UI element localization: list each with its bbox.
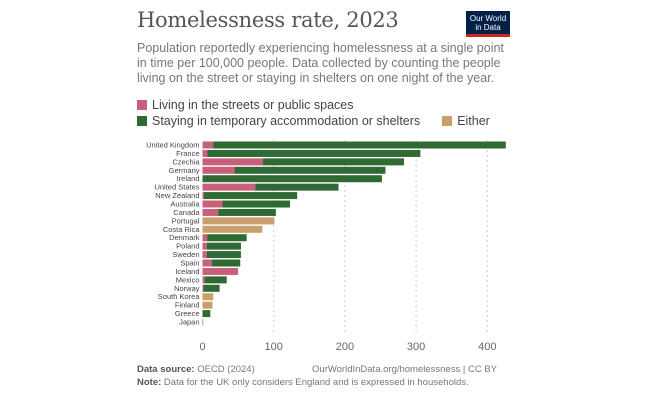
bar-segment — [202, 149, 208, 157]
bar-segment — [202, 310, 211, 318]
bar-segment — [207, 149, 421, 157]
bar-segment — [222, 200, 291, 208]
owid-logo[interactable]: Our World in Data — [466, 11, 510, 37]
bar-segment — [211, 259, 241, 267]
x-tick-label: 100 — [265, 341, 283, 353]
legend-item-streets[interactable]: Living in the streets or public spaces — [137, 97, 490, 113]
category-label: Greece — [175, 309, 200, 318]
legend-swatch — [137, 100, 147, 110]
bar-segment — [202, 267, 239, 275]
category-label: New Zealand — [155, 191, 199, 200]
bar-segment — [202, 200, 223, 208]
source-url[interactable]: OurWorldInData.org/homelessness | CC BY — [312, 364, 497, 375]
category-label: Australia — [170, 200, 200, 209]
category-label: Norway — [174, 284, 200, 293]
category-label: Mexico — [176, 275, 200, 284]
legend-swatch — [442, 116, 453, 126]
bar-segment — [202, 158, 264, 166]
logo-line2: in Data — [475, 23, 501, 32]
x-tick-label: 400 — [478, 341, 496, 353]
bar-segment — [202, 225, 263, 233]
bar-segment — [234, 166, 386, 174]
x-tick-label: 200 — [336, 341, 354, 353]
legend-label: Staying in temporary accommodation or sh… — [152, 114, 421, 128]
legend-item-shelters[interactable]: Staying in temporary accommodation or sh… — [137, 113, 420, 129]
x-tick-label: 0 — [199, 341, 205, 353]
category-label: Czechia — [172, 157, 200, 166]
bar-segment — [202, 293, 214, 301]
legend: Living in the streets or public spaces S… — [137, 97, 490, 129]
bar-segment — [202, 242, 207, 250]
x-tick-label: 300 — [407, 341, 425, 353]
legend-swatch — [137, 116, 147, 126]
category-label: Germany — [169, 166, 200, 175]
bar-segment — [202, 251, 207, 259]
bar-segment — [255, 183, 339, 191]
bar-segment — [202, 301, 213, 309]
category-label: Japan — [179, 318, 199, 327]
bar-segment — [202, 183, 256, 191]
category-label: Finland — [175, 301, 200, 310]
category-label: Iceland — [175, 267, 199, 276]
legend-label: Either — [457, 114, 490, 128]
category-label: United Kingdom — [146, 141, 199, 150]
category-label: France — [176, 149, 199, 158]
bar-segment — [202, 192, 204, 200]
category-label: United States — [154, 183, 199, 192]
bar-segment — [202, 175, 382, 183]
category-label: Sweden — [172, 250, 199, 259]
category-label: South Korea — [158, 292, 201, 301]
source-label: Data source: — [137, 364, 195, 375]
note: Data for the UK only considers England a… — [163, 377, 469, 388]
category-label: Poland — [176, 242, 199, 251]
source: OECD (2024) — [197, 364, 255, 375]
bar-segment — [202, 217, 275, 225]
bar-segment — [202, 318, 204, 326]
bar-segment — [207, 234, 247, 242]
chart-subtitle: Population reportedly experiencing homel… — [137, 41, 504, 85]
bar-segment — [202, 208, 219, 216]
category-label: Spain — [180, 259, 199, 268]
bar-segment — [218, 208, 276, 216]
category-label: Canada — [173, 208, 200, 217]
bar-segment — [203, 284, 220, 292]
category-label: Portugal — [172, 216, 200, 225]
category-label: Denmark — [169, 233, 200, 242]
logo-line1: Our World — [469, 14, 507, 23]
bar-segment — [202, 259, 212, 267]
bar-segment — [203, 192, 298, 200]
bar-segment — [204, 276, 227, 284]
chart-title: Homelessness rate, 2023 — [137, 8, 399, 32]
bar-segment — [213, 141, 506, 149]
bar-segment — [206, 242, 241, 250]
bar-segment — [202, 141, 214, 149]
legend-item-either[interactable]: Either — [442, 113, 490, 129]
footer: Data source: OECD (2024) OurWorldInData.o… — [137, 363, 497, 389]
category-label: Costa Rica — [163, 225, 201, 234]
bar-segment — [263, 158, 404, 166]
bar-segment — [202, 166, 235, 174]
legend-label: Living in the streets or public spaces — [152, 98, 354, 112]
bar-segment — [206, 251, 241, 259]
bar-segment — [202, 284, 204, 292]
bar-segment — [202, 234, 208, 242]
bar-segment — [202, 276, 205, 284]
note-label: Note: — [137, 377, 162, 388]
category-label: Ireland — [177, 174, 200, 183]
